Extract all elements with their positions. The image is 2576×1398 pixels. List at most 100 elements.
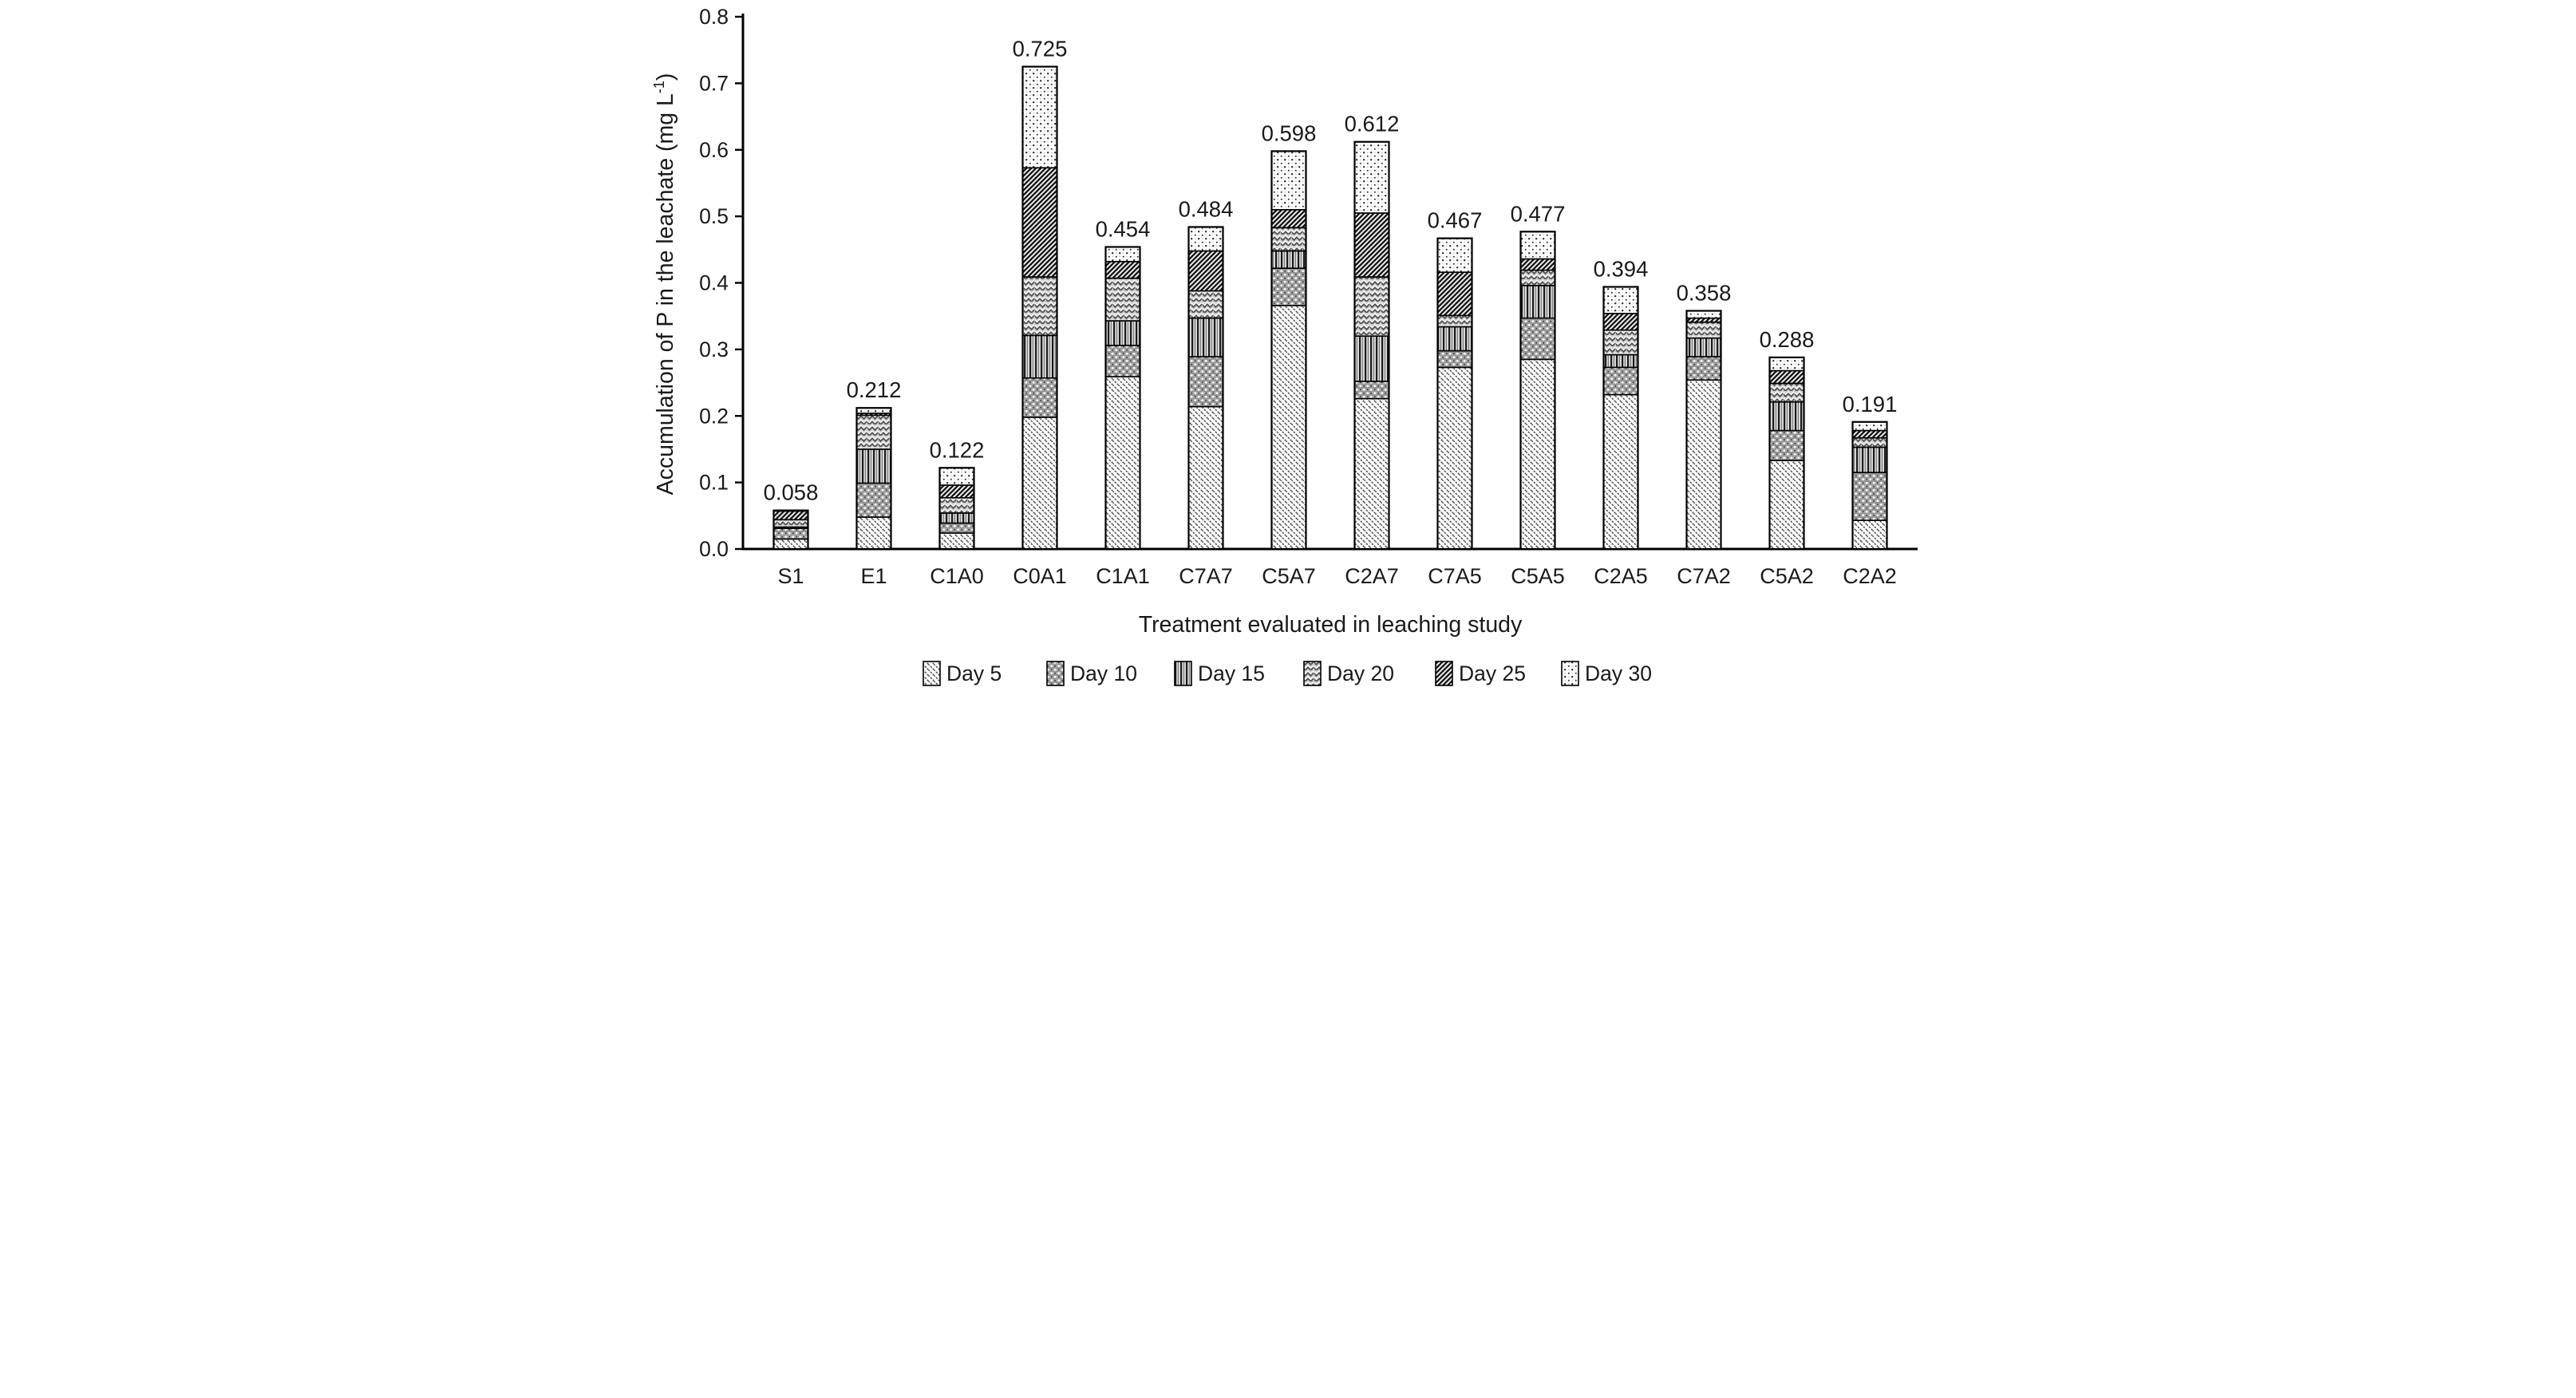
y-tick-label: 0.8 — [699, 5, 729, 29]
bar-segment-day-20 — [1021, 276, 1058, 337]
bar-segment-day-30 — [1021, 65, 1058, 169]
legend: Day 5 Day 10 Day 15 Day 20 Day 25 Day 30 — [923, 661, 1652, 686]
bar-segment-day-15 — [1851, 446, 1888, 473]
y-tick-label: 0.7 — [699, 71, 729, 95]
legend-swatch — [1561, 661, 1579, 686]
bar-value-label: 0.612 — [1345, 112, 1400, 136]
legend-label: Day 25 — [1459, 661, 1526, 685]
bar-value-label: 0.212 — [847, 377, 902, 402]
bar-C7A7 — [1187, 226, 1224, 551]
bar-segment-day-5 — [1685, 379, 1722, 550]
bar-segment-day-5 — [1851, 519, 1888, 550]
bar-outline — [1685, 310, 1722, 551]
bar-segment-day-5 — [1021, 417, 1058, 550]
bar-value-label: 0.484 — [1179, 196, 1234, 221]
bar-S1 — [772, 509, 809, 551]
axes: 0.0 0.1 0.2 0.3 0.4 0.5 0.6 0.7 0.8 — [699, 5, 1918, 561]
bar-segment-day-10 — [938, 522, 975, 534]
legend-item-day-10: Day 10 — [1046, 661, 1137, 686]
bar-segment-day-30 — [1187, 226, 1224, 252]
bar-C1A1 — [1104, 246, 1141, 551]
bar-value-label: 0.058 — [764, 480, 819, 505]
bar-segment-day-15 — [1021, 334, 1058, 379]
bar-segment-day-25 — [1436, 271, 1473, 317]
bar-segment-day-10 — [772, 527, 809, 540]
bar-C5A7 — [1270, 150, 1307, 551]
bar-segment-day-20 — [1187, 290, 1224, 319]
bar-value-label: 0.191 — [1843, 392, 1898, 417]
bar-segment-day-25 — [1270, 208, 1307, 229]
bar-segment-day-20 — [1602, 329, 1639, 356]
bar-outline — [1187, 226, 1224, 551]
bar-segment-day-5 — [772, 538, 809, 550]
bar-segment-day-25 — [1021, 167, 1058, 278]
bar-E1 — [855, 407, 892, 551]
x-tick-label: C1A0 — [930, 564, 984, 588]
chart-svg: 0.0 0.1 0.2 0.3 0.4 0.5 0.6 0.7 0.8 0.058 S1 0.212… — [651, 5, 1918, 686]
bar-C7A5 — [1436, 237, 1473, 551]
x-tick-label: C1A1 — [1096, 564, 1150, 588]
bar-segment-day-20 — [1353, 276, 1390, 337]
bar-segment-day-10 — [855, 482, 892, 518]
y-tick-label: 0.5 — [699, 204, 729, 228]
bar-outline — [1104, 246, 1141, 551]
bar-segment-day-25 — [1187, 250, 1224, 292]
legend-item-day-20: Day 20 — [1303, 661, 1394, 686]
bar-segment-day-5 — [1519, 358, 1556, 550]
bar-segment-day-5 — [1104, 376, 1141, 550]
bar-segment-day-30 — [1519, 231, 1556, 260]
bar-segment-day-5 — [1270, 305, 1307, 550]
bar-C2A7 — [1353, 140, 1390, 551]
legend-item-day-25: Day 25 — [1435, 661, 1526, 686]
x-tick-label: S1 — [777, 564, 804, 588]
bar-segment-day-30 — [1104, 246, 1141, 263]
bar-C2A5 — [1602, 286, 1639, 551]
x-tick-label: C7A7 — [1179, 564, 1233, 588]
bar-outline — [1021, 65, 1058, 551]
x-tick-label: C2A2 — [1843, 564, 1897, 588]
x-tick-label: C2A7 — [1345, 564, 1399, 588]
bar-C7A2 — [1685, 310, 1722, 551]
y-tick-label: 0.2 — [699, 404, 729, 428]
bar-segment-day-25 — [1851, 429, 1888, 439]
bar-segment-day-30 — [1768, 357, 1805, 372]
legend-swatch — [1046, 661, 1065, 686]
bar-segment-day-10 — [1104, 345, 1141, 377]
bar-segment-day-10 — [1851, 472, 1888, 521]
bar-segment-day-25 — [1519, 258, 1556, 271]
legend-swatch — [1435, 661, 1453, 686]
bar-segment-day-5 — [938, 532, 975, 550]
bar-segment-day-15 — [1353, 335, 1390, 382]
bar-value-label: 0.288 — [1760, 327, 1815, 352]
bar-segment-day-25 — [1602, 313, 1639, 331]
legend-item-day-30: Day 30 — [1561, 661, 1652, 686]
bar-outline — [1519, 231, 1556, 551]
bar-value-label: 0.725 — [1013, 37, 1068, 61]
bar-segment-day-30 — [938, 467, 975, 486]
bar-segment-day-30 — [1353, 140, 1390, 214]
bar-segment-day-25 — [938, 484, 975, 499]
bar-segment-day-25 — [1353, 212, 1390, 278]
bar-segment-day-15 — [1104, 320, 1141, 346]
y-axis-title: Accumulation of P in the leachate (mg L-… — [651, 73, 678, 496]
bar-segment-day-20 — [1851, 436, 1888, 448]
bar-value-label: 0.477 — [1511, 201, 1566, 226]
y-tick-label: 0.1 — [699, 471, 729, 495]
bar-outline — [938, 467, 975, 551]
bar-segment-day-30 — [1685, 310, 1722, 319]
bar-segment-day-5 — [855, 516, 892, 550]
y-tick-label: 0.6 — [699, 138, 729, 162]
x-tick-label: C7A5 — [1428, 564, 1482, 588]
bar-segment-day-10 — [1021, 377, 1058, 418]
bar-value-label: 0.467 — [1428, 208, 1483, 233]
bar-outline — [1270, 150, 1307, 551]
bar-outline — [1436, 237, 1473, 551]
legend-swatch — [1303, 661, 1322, 686]
bar-segment-day-20 — [1519, 269, 1556, 286]
bar-segment-day-20 — [772, 519, 809, 528]
legend-swatch — [1174, 661, 1192, 686]
bar-segment-day-10 — [1768, 429, 1805, 461]
x-axis-title: Treatment evaluated in leaching study — [1139, 612, 1523, 638]
legend-label: Day 30 — [1585, 661, 1652, 685]
bar-value-label: 0.394 — [1594, 257, 1649, 282]
